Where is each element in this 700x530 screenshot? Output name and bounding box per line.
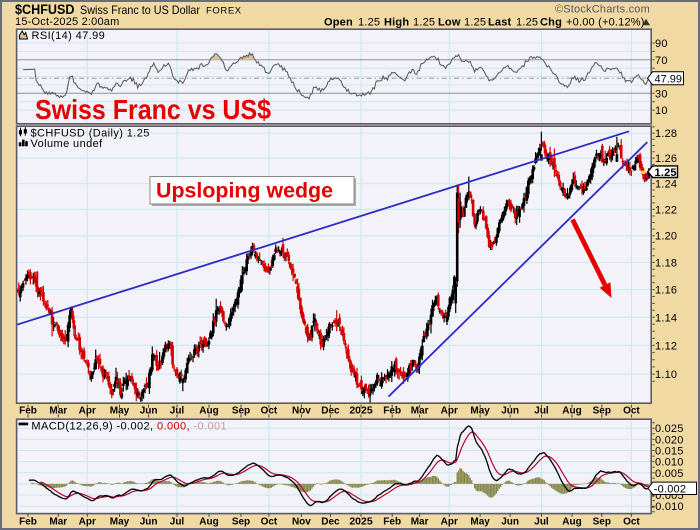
svg-text:Volume undef: Volume undef (31, 138, 104, 150)
svg-text:Aug: Aug (562, 406, 581, 417)
svg-text:1.26: 1.26 (655, 153, 677, 165)
svg-text:1.20: 1.20 (655, 231, 677, 243)
svg-text:Jul: Jul (534, 406, 549, 417)
svg-text:Dec: Dec (321, 406, 340, 417)
svg-text:-0.010: -0.010 (651, 501, 683, 513)
svg-text:Apr: Apr (441, 406, 458, 417)
svg-text:Chg: Chg (540, 16, 562, 28)
svg-text:Oct: Oct (261, 406, 278, 417)
svg-text:Upsloping wedge: Upsloping wedge (156, 179, 333, 202)
svg-text:Sep: Sep (593, 406, 611, 417)
svg-text:FOREX: FOREX (206, 6, 242, 17)
svg-text:Mar: Mar (49, 517, 67, 528)
svg-text:Aug: Aug (562, 517, 581, 528)
svg-text:May: May (110, 517, 130, 528)
svg-text:1.25: 1.25 (413, 16, 435, 28)
svg-text:Feb: Feb (19, 517, 37, 528)
svg-text:70: 70 (655, 55, 668, 67)
svg-text:Feb: Feb (383, 517, 401, 528)
svg-text:0.005: 0.005 (655, 468, 684, 480)
svg-text:1.24: 1.24 (655, 179, 677, 191)
svg-text:Last: Last (488, 16, 512, 28)
svg-text:Mar: Mar (411, 406, 429, 417)
svg-text:Mar: Mar (49, 406, 67, 417)
svg-text:1.25: 1.25 (655, 167, 677, 179)
svg-text:Sep: Sep (232, 406, 250, 417)
svg-text:Jun: Jun (501, 517, 519, 528)
svg-text:1.14: 1.14 (655, 312, 677, 324)
svg-text:$CHFUSD: $CHFUSD (15, 1, 75, 17)
svg-text:1.12: 1.12 (655, 340, 677, 352)
svg-text:May: May (470, 517, 490, 528)
svg-text:Nov: Nov (292, 517, 311, 528)
svg-text:Apr: Apr (441, 517, 458, 528)
svg-text:15-Oct-2025 2:00am: 15-Oct-2025 2:00am (15, 16, 120, 28)
svg-text:Oct: Oct (623, 517, 640, 528)
svg-text:©StockCharts.com: ©StockCharts.com (555, 4, 650, 16)
svg-text:Apr: Apr (79, 517, 96, 528)
svg-text:1.18: 1.18 (655, 257, 677, 269)
svg-text:Apr: Apr (79, 406, 96, 417)
svg-text:47.99: 47.99 (655, 73, 683, 85)
svg-text:Sep: Sep (593, 517, 611, 528)
svg-text:Feb: Feb (383, 406, 401, 417)
svg-text:0.010: 0.010 (655, 457, 684, 469)
svg-text:Dec: Dec (321, 517, 340, 528)
svg-text:MACD(12,26,9) -0.002, 0.000, -: MACD(12,26,9) -0.002, 0.000, -0.001 (31, 420, 227, 432)
svg-text:Jul: Jul (170, 517, 185, 528)
svg-text:+0.00 (+0.12%): +0.00 (+0.12%) (566, 16, 645, 28)
svg-text:1.28: 1.28 (655, 128, 677, 140)
svg-text:2025: 2025 (349, 516, 373, 528)
svg-text:Oct: Oct (623, 406, 640, 417)
svg-text:10: 10 (655, 105, 668, 117)
svg-text:1.22: 1.22 (655, 204, 677, 216)
svg-text:1.10: 1.10 (655, 369, 677, 381)
svg-text:Feb: Feb (19, 406, 37, 417)
svg-text:30: 30 (655, 88, 668, 100)
svg-text:1.16: 1.16 (655, 285, 677, 297)
svg-text:$CHFUSD (Daily) 1.25: $CHFUSD (Daily) 1.25 (31, 127, 150, 139)
svg-text:Open: Open (324, 16, 353, 28)
svg-text:May: May (470, 406, 490, 417)
svg-text:Nov: Nov (292, 406, 311, 417)
svg-text:0.020: 0.020 (655, 434, 684, 446)
svg-text:Jun: Jun (140, 406, 158, 417)
svg-text:May: May (110, 406, 130, 417)
svg-text:1.25: 1.25 (464, 16, 486, 28)
svg-text:-0.002: -0.002 (654, 483, 686, 495)
svg-text:Mar: Mar (411, 517, 429, 528)
svg-text:Aug: Aug (199, 406, 218, 417)
svg-text:1.25: 1.25 (516, 16, 538, 28)
svg-text:Swiss Franc vs US$: Swiss Franc vs US$ (35, 94, 271, 125)
svg-text:Aug: Aug (199, 517, 218, 528)
svg-text:1.25: 1.25 (358, 16, 380, 28)
svg-text:Oct: Oct (261, 517, 278, 528)
svg-text:90: 90 (655, 38, 668, 50)
svg-text:Low: Low (438, 16, 461, 28)
svg-text:0.025: 0.025 (655, 423, 684, 435)
svg-text:0.015: 0.015 (655, 446, 684, 458)
svg-text:Sep: Sep (232, 517, 250, 528)
svg-text:Jul: Jul (534, 517, 549, 528)
svg-text:High: High (384, 16, 409, 28)
svg-text:Jun: Jun (140, 517, 158, 528)
svg-text:RSI(14) 47.99: RSI(14) 47.99 (32, 30, 106, 42)
svg-text:2025: 2025 (349, 405, 373, 417)
svg-text:Jun: Jun (501, 406, 519, 417)
svg-text:Jul: Jul (170, 406, 185, 417)
svg-text:Swiss Franc to US Dollar: Swiss Franc to US Dollar (80, 3, 200, 17)
